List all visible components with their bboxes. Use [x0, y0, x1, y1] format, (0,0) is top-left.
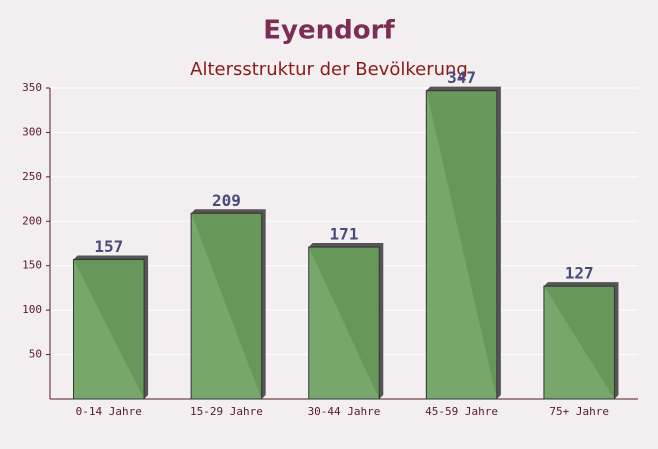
y-tick-label: 250 — [22, 170, 42, 183]
x-tick-label: 45-59 Jahre — [425, 405, 498, 418]
value-label: 209 — [212, 191, 241, 210]
bar — [425, 90, 498, 400]
y-tick-label: 350 — [22, 81, 42, 94]
chart-subtitle: Altersstruktur der Bevölkerung — [190, 59, 468, 80]
chart-title: Eyendorf — [263, 16, 395, 46]
x-tick-label: 30-44 Jahre — [308, 405, 381, 418]
y-tick-label: 200 — [22, 214, 42, 227]
y-tick-label: 300 — [22, 125, 42, 138]
y-tick-label: 150 — [22, 259, 42, 272]
bar — [543, 285, 615, 400]
y-tick-label: 50 — [29, 348, 42, 361]
bar — [308, 246, 380, 400]
x-tick-label: 0-14 Jahre — [76, 405, 142, 418]
value-label: 347 — [447, 68, 476, 87]
y-tick-label: 100 — [22, 303, 42, 316]
bar — [73, 258, 145, 400]
bar — [190, 212, 263, 400]
value-label: 171 — [330, 225, 359, 244]
value-label: 127 — [565, 264, 594, 283]
x-tick-label: 15-29 Jahre — [190, 405, 263, 418]
value-label: 157 — [94, 237, 123, 256]
x-tick-label: 75+ Jahre — [549, 405, 609, 418]
